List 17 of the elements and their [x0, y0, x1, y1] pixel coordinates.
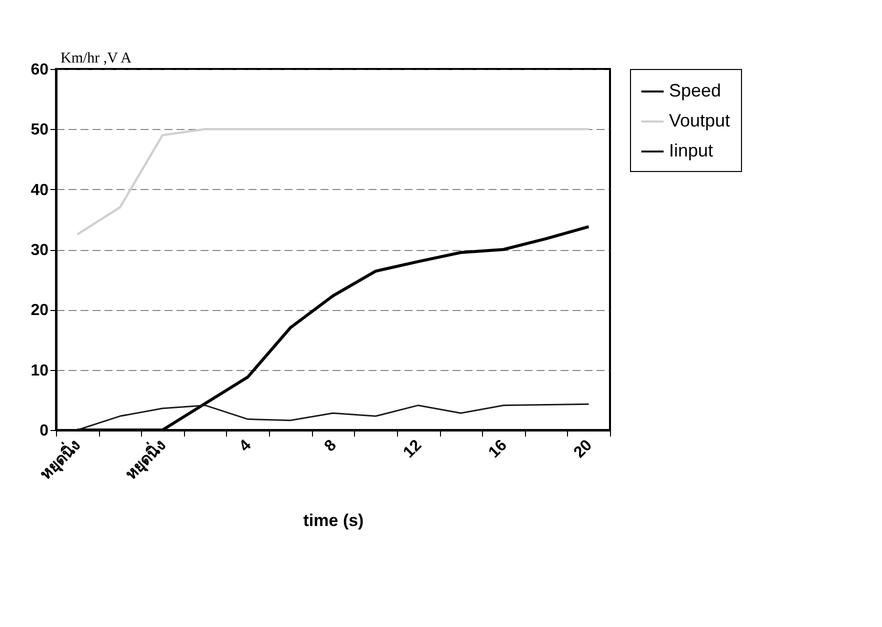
legend-label: Voutput [669, 110, 730, 130]
y-tick-label: 30 [30, 242, 49, 259]
y-tick-label: 40 [30, 182, 49, 199]
y-tick-label: 0 [40, 422, 49, 440]
x-tick-label: 20 [570, 436, 596, 462]
x-tick-label: 16 [486, 436, 510, 462]
y-tick-label: 10 [30, 362, 49, 380]
x-tick-label: 4 [236, 436, 255, 456]
legend-label: Speed [669, 80, 722, 100]
y-tick-label: 20 [30, 302, 49, 320]
x-axis-title: time (s) [303, 510, 364, 530]
x-tick-label: 12 [400, 436, 426, 462]
y-tick-label: 50 [30, 122, 49, 139]
x-tick-label: 8 [322, 436, 340, 456]
y-axis-title: Km/hr ,V A [60, 50, 132, 66]
legend-label: Iinput [669, 140, 714, 160]
y-tick-label: 60 [30, 62, 49, 78]
